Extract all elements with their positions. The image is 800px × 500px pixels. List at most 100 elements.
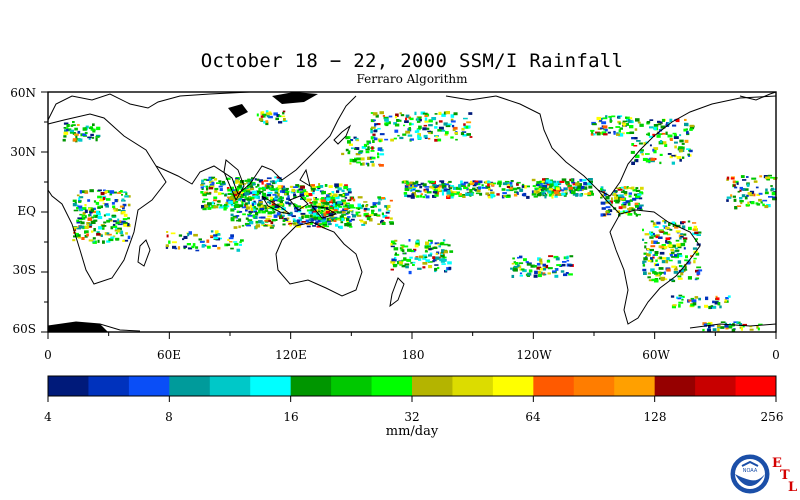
rainfall-cell xyxy=(264,209,269,213)
rainfall-cell xyxy=(88,239,94,242)
rainfall-cell xyxy=(260,216,266,219)
rainfall-cell xyxy=(635,189,641,192)
rainfall-cell xyxy=(659,271,664,274)
rainfall-cell xyxy=(668,241,672,245)
rainfall-cell xyxy=(445,111,450,115)
rainfall-cell xyxy=(338,194,343,197)
rainfall-cell xyxy=(401,264,406,268)
rainfall-cell xyxy=(318,217,322,220)
rainfall-cell xyxy=(300,212,306,215)
rainfall-cell xyxy=(345,193,350,196)
rainfall-cell xyxy=(84,234,88,238)
rainfall-cell xyxy=(233,193,239,197)
rainfall-cell xyxy=(347,191,352,194)
rainfall-cell xyxy=(328,201,333,204)
rainfall-cell xyxy=(455,138,458,141)
rainfall-cell xyxy=(248,210,254,213)
rainfall-cell xyxy=(80,190,86,194)
rainfall-cell xyxy=(249,204,255,208)
rainfall-cell xyxy=(333,209,338,212)
rainfall-cell xyxy=(561,192,566,196)
rainfall-cell xyxy=(434,113,438,115)
rainfall-cell xyxy=(89,189,94,193)
rainfall-cell xyxy=(402,133,407,136)
rainfall-cell xyxy=(257,203,261,207)
rainfall-cell xyxy=(204,204,209,208)
rainfall-cell xyxy=(66,124,70,127)
rainfall-cell xyxy=(248,185,253,188)
rainfall-cell xyxy=(390,243,393,246)
rainfall-cell xyxy=(609,117,612,121)
rainfall-cell xyxy=(654,226,659,228)
rainfall-cell xyxy=(422,112,428,115)
rainfall-cell xyxy=(498,183,502,188)
rainfall-cell xyxy=(684,139,689,143)
rainfall-cell xyxy=(433,258,437,262)
rainfall-cell xyxy=(627,208,632,210)
rainfall-cell xyxy=(490,189,493,192)
rainfall-cell xyxy=(407,248,412,252)
rainfall-cell xyxy=(271,182,276,185)
rainfall-cell xyxy=(642,157,648,161)
rainfall-cell xyxy=(400,114,405,117)
rainfall-cell xyxy=(97,239,100,243)
rainfall-cell xyxy=(227,238,230,241)
rainfall-cell xyxy=(715,297,720,300)
rainfall-cell xyxy=(365,150,370,154)
rainfall-cell xyxy=(350,197,353,200)
rainfall-cell xyxy=(380,219,383,223)
rainfall-cell xyxy=(411,186,416,190)
rainfall-cell xyxy=(633,145,638,147)
rainfall-cell xyxy=(76,221,80,224)
rainfall-cell xyxy=(282,189,287,194)
rainfall-cell xyxy=(648,251,652,254)
rainfall-cell xyxy=(469,136,473,138)
rainfall-cell xyxy=(413,248,417,251)
rainfall-cell xyxy=(572,183,577,186)
rainfall-cell xyxy=(631,120,634,124)
rainfall-cell xyxy=(617,120,621,124)
rainfall-cell xyxy=(370,136,374,140)
rainfall-cell xyxy=(513,265,519,268)
rainfall-cell xyxy=(740,201,743,205)
rainfall-cell xyxy=(370,119,375,123)
rainfall-cell xyxy=(518,262,524,265)
colorbar-cell xyxy=(88,376,130,396)
rainfall-cell xyxy=(170,232,176,235)
rainfall-cell xyxy=(652,256,655,259)
rainfall-cell xyxy=(724,301,727,303)
rainfall-cell xyxy=(622,123,627,126)
rainfall-cell xyxy=(334,183,339,187)
colorbar-label-8: 8 xyxy=(165,410,173,424)
rainfall-cell xyxy=(84,225,89,229)
rainfall-cell xyxy=(345,136,349,140)
rainfall-cell xyxy=(346,218,350,221)
rainfall-cell xyxy=(102,227,105,230)
rainfall-cell xyxy=(258,187,261,191)
rainfall-cell xyxy=(358,150,363,153)
colorbar-cell xyxy=(614,376,656,396)
rainfall-cell xyxy=(548,193,553,197)
rainfall-cell xyxy=(94,214,98,218)
rainfall-cell xyxy=(394,129,399,133)
rainfall-cell xyxy=(278,115,282,118)
rainfall-cell xyxy=(251,177,254,180)
rainfall-cell xyxy=(405,130,411,134)
rainfall-cell xyxy=(712,328,717,331)
rainfall-cell xyxy=(354,148,357,150)
rainfall-cell xyxy=(377,147,382,151)
rainfall-cell xyxy=(213,205,219,209)
rainfall-cell xyxy=(740,327,743,331)
rainfall-cell xyxy=(305,191,308,194)
rainfall-cell xyxy=(668,259,673,262)
rainfall-cell xyxy=(689,154,692,157)
rainfall-cell xyxy=(519,188,524,192)
rainfall-cell xyxy=(73,227,78,229)
rainfall-cell xyxy=(664,143,668,147)
rainfall-cell xyxy=(242,213,246,216)
rainfall-cell xyxy=(373,119,376,122)
rainfall-cell xyxy=(318,183,321,186)
rainfall-cell xyxy=(646,133,649,136)
rainfall-cell xyxy=(608,127,614,129)
rainfall-cell xyxy=(665,259,669,264)
